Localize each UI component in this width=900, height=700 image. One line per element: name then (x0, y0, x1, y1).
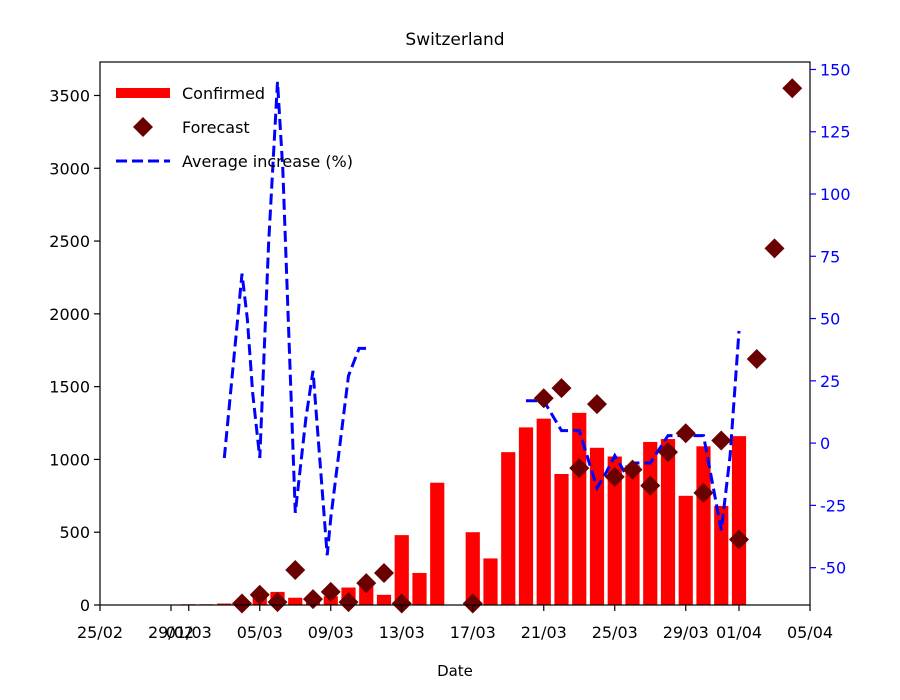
confirmed-bar (518, 427, 534, 605)
confirmed-bar (572, 412, 587, 605)
y2-tick-label: 25 (820, 372, 840, 391)
confirmed-bar (483, 558, 498, 605)
y2-tick-label: 0 (820, 434, 830, 453)
y-tick-label: 3000 (49, 159, 90, 178)
forecast-marker (622, 459, 643, 480)
forecast-marker (658, 442, 678, 463)
forecast-marker (604, 466, 625, 487)
plot-area: 0 500 1000 1500 2000 2500 3000 3500 -50 -25 0 25 50 7… (49, 60, 850, 642)
forecast-marker (675, 423, 696, 444)
confirmed-bar (643, 441, 658, 605)
forecast-marker (249, 584, 270, 605)
confirmed-bar (607, 456, 622, 605)
confirmed-bar (660, 439, 676, 605)
confirmed-bar (412, 572, 427, 605)
x-tick-label: 09/03 (308, 623, 354, 642)
x-tick-label: 01/03 (166, 623, 212, 642)
confirmed-bar (536, 418, 551, 605)
confirmed-bar (731, 436, 747, 605)
forecast-marker (462, 593, 483, 614)
forecast-marker (391, 593, 412, 614)
x-tick-label: 17/03 (450, 623, 496, 642)
legend-swatch-forecast (133, 117, 153, 137)
legend-swatch-confirmed (116, 88, 170, 98)
y2-tick-label: 125 (820, 123, 851, 142)
x-tick-label: 01/04 (716, 623, 762, 642)
y2-tick-label: 100 (820, 185, 851, 204)
y-tick-label: 2000 (49, 305, 90, 324)
confirmed-bar (696, 446, 711, 605)
x-tick-label: 21/03 (521, 623, 567, 642)
y2-tick-label: 150 (820, 60, 851, 79)
y-tick-label: 2500 (49, 232, 90, 251)
confirmed-bar (376, 594, 392, 605)
y2-tick-label: -50 (820, 559, 846, 578)
forecast-marker (551, 378, 572, 399)
confirmed-bar (430, 482, 445, 605)
x-axis-label: Date (437, 662, 473, 680)
forecast-marker (374, 562, 394, 583)
forecast-marker (232, 593, 252, 614)
confirmed-bar (217, 603, 232, 605)
x-tick-label: 13/03 (379, 623, 425, 642)
forecast-marker (693, 482, 714, 503)
confirmed-bar (501, 452, 516, 605)
confirmed-bar (714, 506, 729, 605)
x-tick-label: 05/04 (787, 623, 833, 642)
y2-tick-label: 75 (820, 247, 840, 266)
forecast-marker (338, 592, 359, 613)
y2-tick-label: -25 (820, 496, 846, 515)
confirmed-bar (589, 447, 605, 605)
forecast-marker (320, 581, 341, 602)
confirmed-bar (359, 586, 374, 605)
forecast-marker (782, 78, 803, 99)
y-tick-label: 0 (80, 596, 90, 615)
confirmed-bar (465, 532, 480, 605)
y-tick-label: 3500 (49, 86, 90, 105)
forecast-marker (711, 430, 732, 451)
legend: Confirmed Forecast Average increase (%) (116, 84, 353, 171)
chart-title: Switzerland (405, 30, 504, 50)
forecast-marker (533, 388, 554, 409)
x-tick-label: 05/03 (237, 623, 283, 642)
confirmed-bar (288, 597, 303, 605)
forecast-marker (569, 458, 590, 479)
x-tick-label: 29/02 (148, 623, 194, 642)
forecast-marker (356, 573, 377, 594)
confirmed-bar (554, 473, 569, 605)
y2-tick-label: 50 (820, 310, 840, 329)
forecast-marker (640, 475, 661, 496)
confirmed-bar (678, 495, 693, 605)
forecast-marker (729, 529, 749, 550)
y-tick-label: 1000 (49, 450, 90, 469)
forecast-marker (267, 592, 288, 613)
confirmed-bar (625, 465, 640, 605)
forecast-marker (746, 348, 767, 369)
y-tick-label: 500 (59, 523, 90, 542)
forecast-marker (303, 589, 323, 610)
y-tick-label: 1500 (49, 378, 90, 397)
forecast-marker (764, 238, 785, 259)
confirmed-bar (394, 535, 409, 605)
legend-label: Average increase (%) (182, 152, 353, 171)
plot-frame (99, 61, 811, 606)
x-tick-label: 25/03 (592, 623, 638, 642)
forecast-marker (587, 394, 607, 415)
forecast-marker (285, 560, 306, 581)
x-tick-label: 29/03 (663, 623, 709, 642)
legend-label: Confirmed (182, 84, 265, 103)
x-tick-label: 25/02 (77, 623, 123, 642)
legend-label: Forecast (182, 118, 250, 137)
